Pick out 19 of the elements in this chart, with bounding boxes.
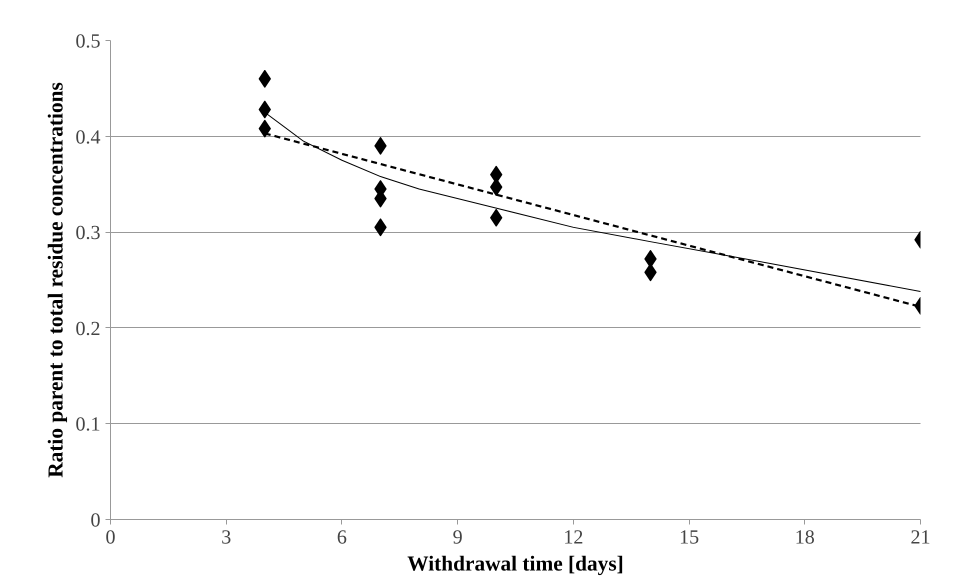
- x-tick-label: 6: [336, 526, 347, 548]
- x-tick-label: 3: [221, 526, 232, 548]
- x-tick-label: 18: [794, 526, 815, 548]
- y-tick-label: 0.4: [76, 126, 100, 148]
- point: [374, 218, 387, 236]
- x-tick-label: 21: [910, 526, 930, 548]
- y-tick-label: 0.1: [76, 414, 100, 436]
- point: [644, 250, 657, 268]
- y-tick-label: 0: [90, 510, 100, 532]
- x-tick-label: 15: [679, 526, 700, 548]
- y-axis-title: Ratio parent to total residue concentrations: [44, 82, 68, 478]
- x-tick-label: 9: [452, 526, 463, 548]
- y-tick-label: 0.5: [76, 30, 100, 52]
- point: [374, 136, 387, 155]
- x-tick-label: 0: [106, 526, 116, 548]
- x-axis-title: Withdrawal time [days]: [407, 552, 624, 576]
- x-tick-label: 12: [563, 526, 584, 548]
- y-tick-label: 0.2: [76, 318, 100, 340]
- y-tick-label: 0.3: [76, 222, 100, 244]
